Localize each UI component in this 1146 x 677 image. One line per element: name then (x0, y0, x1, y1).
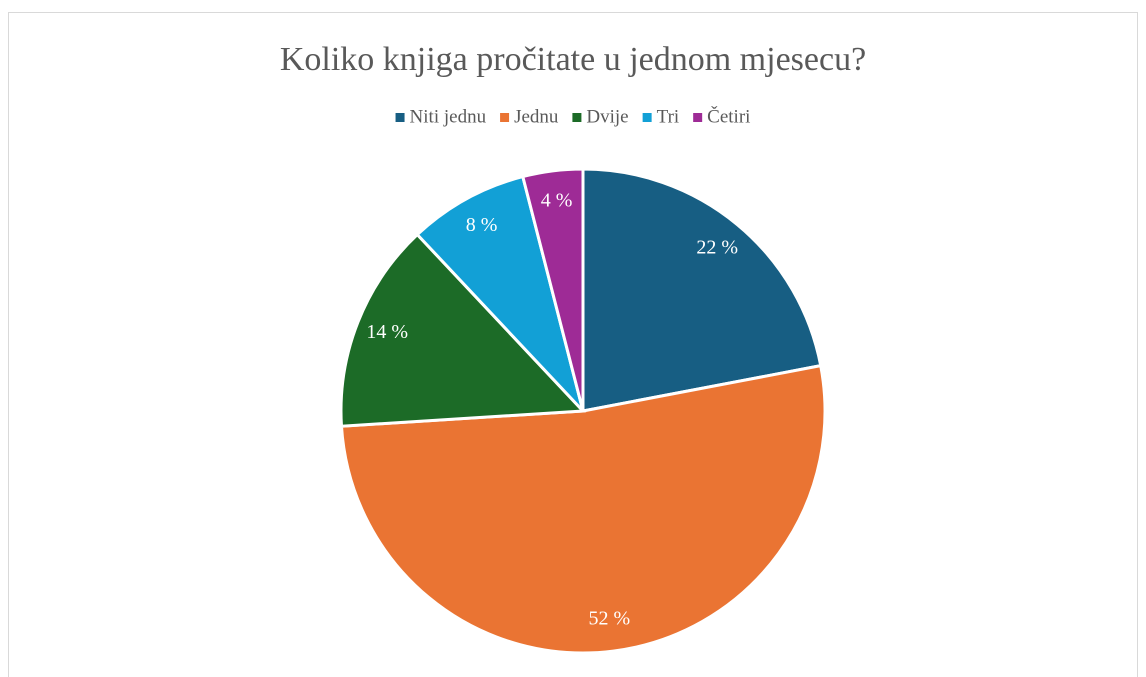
pie-slice (339, 232, 587, 428)
pie-slice (415, 174, 585, 413)
legend-label: Niti jednu (410, 106, 487, 127)
pie-slice (339, 363, 827, 655)
pie-slice (581, 167, 823, 413)
legend: Niti jednu Jednu Dvije Tri Četiri (395, 105, 750, 127)
data-label: 22 % (696, 236, 738, 258)
legend-label: Četiri (707, 105, 750, 127)
legend-swatch (500, 113, 510, 122)
legend-label: Dvije (586, 106, 628, 127)
legend-swatch (395, 113, 405, 122)
pie-slice (520, 167, 585, 412)
data-label: 4 % (541, 190, 573, 212)
data-label: 14 % (366, 321, 408, 343)
chart-title: Koliko knjiga pročitate u jednom mjesecu… (280, 41, 866, 78)
legend-swatch (693, 113, 703, 122)
legend-swatch (572, 113, 582, 122)
legend-swatch (642, 113, 652, 122)
data-label: 8 % (466, 214, 498, 236)
legend-label: Tri (657, 106, 680, 127)
data-label: 52 % (589, 607, 631, 629)
legend-label: Jednu (514, 106, 559, 127)
